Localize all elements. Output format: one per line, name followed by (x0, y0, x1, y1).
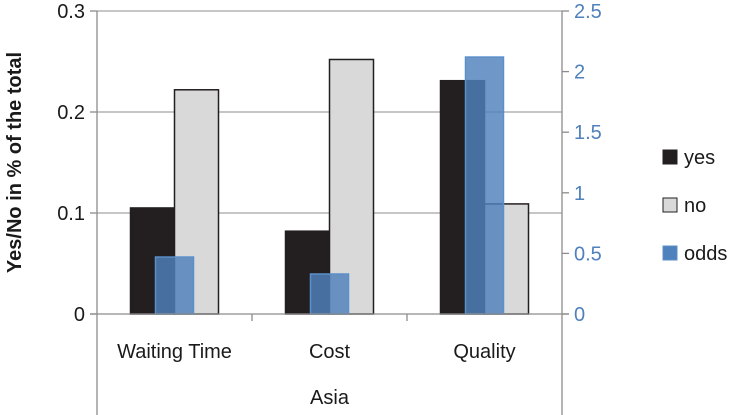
axes (90, 10, 569, 415)
y2-tick-label: 1.5 (574, 122, 602, 144)
y-tick-label: 0.3 (57, 1, 85, 23)
y-tick-label: 0.1 (57, 203, 85, 225)
category-labels: Waiting Time Cost Quality (117, 341, 516, 363)
group-label: Asia (310, 387, 350, 409)
legend-label-odds: odds (684, 243, 727, 265)
y2-tick-label: 1 (574, 183, 585, 205)
right-axis-ticks: 0 0.5 1 1.5 2 2.5 (574, 1, 602, 326)
y2-tick-label: 2.5 (574, 1, 602, 23)
y2-tick-label: 0.5 (574, 243, 602, 265)
category-label: Cost (309, 341, 351, 363)
bar-odds (154, 256, 195, 315)
y-axis-title: Yes/No in % of the total (4, 52, 26, 273)
y2-tick-label: 0 (574, 304, 585, 326)
y2-tick-label: 2 (574, 62, 585, 84)
category-label: Waiting Time (117, 341, 232, 363)
left-axis-ticks: 0 0.1 0.2 0.3 (57, 1, 85, 326)
legend-swatch-odds (662, 245, 678, 261)
legend-swatch-yes (662, 149, 678, 165)
bar-no (328, 58, 375, 315)
legend-swatch-no (662, 197, 678, 213)
legend-label-no: no (684, 195, 706, 217)
y-tick-label: 0 (74, 304, 85, 326)
odds-bars (154, 56, 505, 315)
bar-odds (309, 273, 350, 315)
legend: yes no odds (662, 147, 727, 265)
bar-odds (464, 56, 505, 315)
category-label: Quality (453, 341, 515, 363)
legend-label-yes: yes (684, 147, 715, 169)
y-tick-label: 0.2 (57, 102, 85, 124)
